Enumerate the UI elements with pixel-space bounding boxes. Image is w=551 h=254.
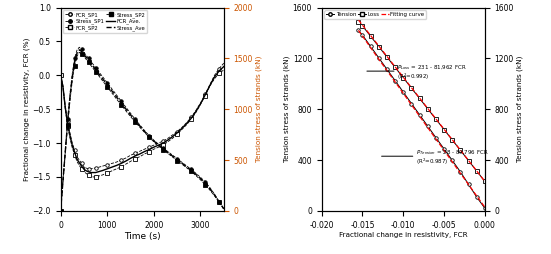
Text: (R$^2$=0.992): (R$^2$=0.992) [397, 72, 429, 82]
Text: (R$^2$=0.987): (R$^2$=0.987) [415, 157, 448, 167]
Y-axis label: Tension stress of strands (kN): Tension stress of strands (kN) [256, 56, 262, 162]
Text: $P_{Tension}$ = 28 - 89,796 FCR: $P_{Tension}$ = 28 - 89,796 FCR [415, 148, 488, 157]
Legend: Tension, Loss, Fitting curve: Tension, Loss, Fitting curve [325, 10, 426, 19]
X-axis label: Time (s): Time (s) [124, 232, 160, 241]
Y-axis label: Tension stress of strands (kN): Tension stress of strands (kN) [517, 56, 523, 162]
Text: $P_{Loss}$ = 231 - 81,962 FCR: $P_{Loss}$ = 231 - 81,962 FCR [397, 63, 466, 72]
Legend: FCR_SP1, Stress_SP1, FCR_SP2, Stress_SP2, FCR_Ave., Stress_Ave: FCR_SP1, Stress_SP1, FCR_SP2, Stress_SP2… [63, 10, 147, 33]
Y-axis label: Tension stress of strands (kN): Tension stress of strands (kN) [283, 56, 290, 162]
Y-axis label: Fractional change in resistivity, FCR (%): Fractional change in resistivity, FCR (%… [23, 38, 30, 181]
X-axis label: Fractional change in resistivity, FCR: Fractional change in resistivity, FCR [339, 232, 468, 238]
